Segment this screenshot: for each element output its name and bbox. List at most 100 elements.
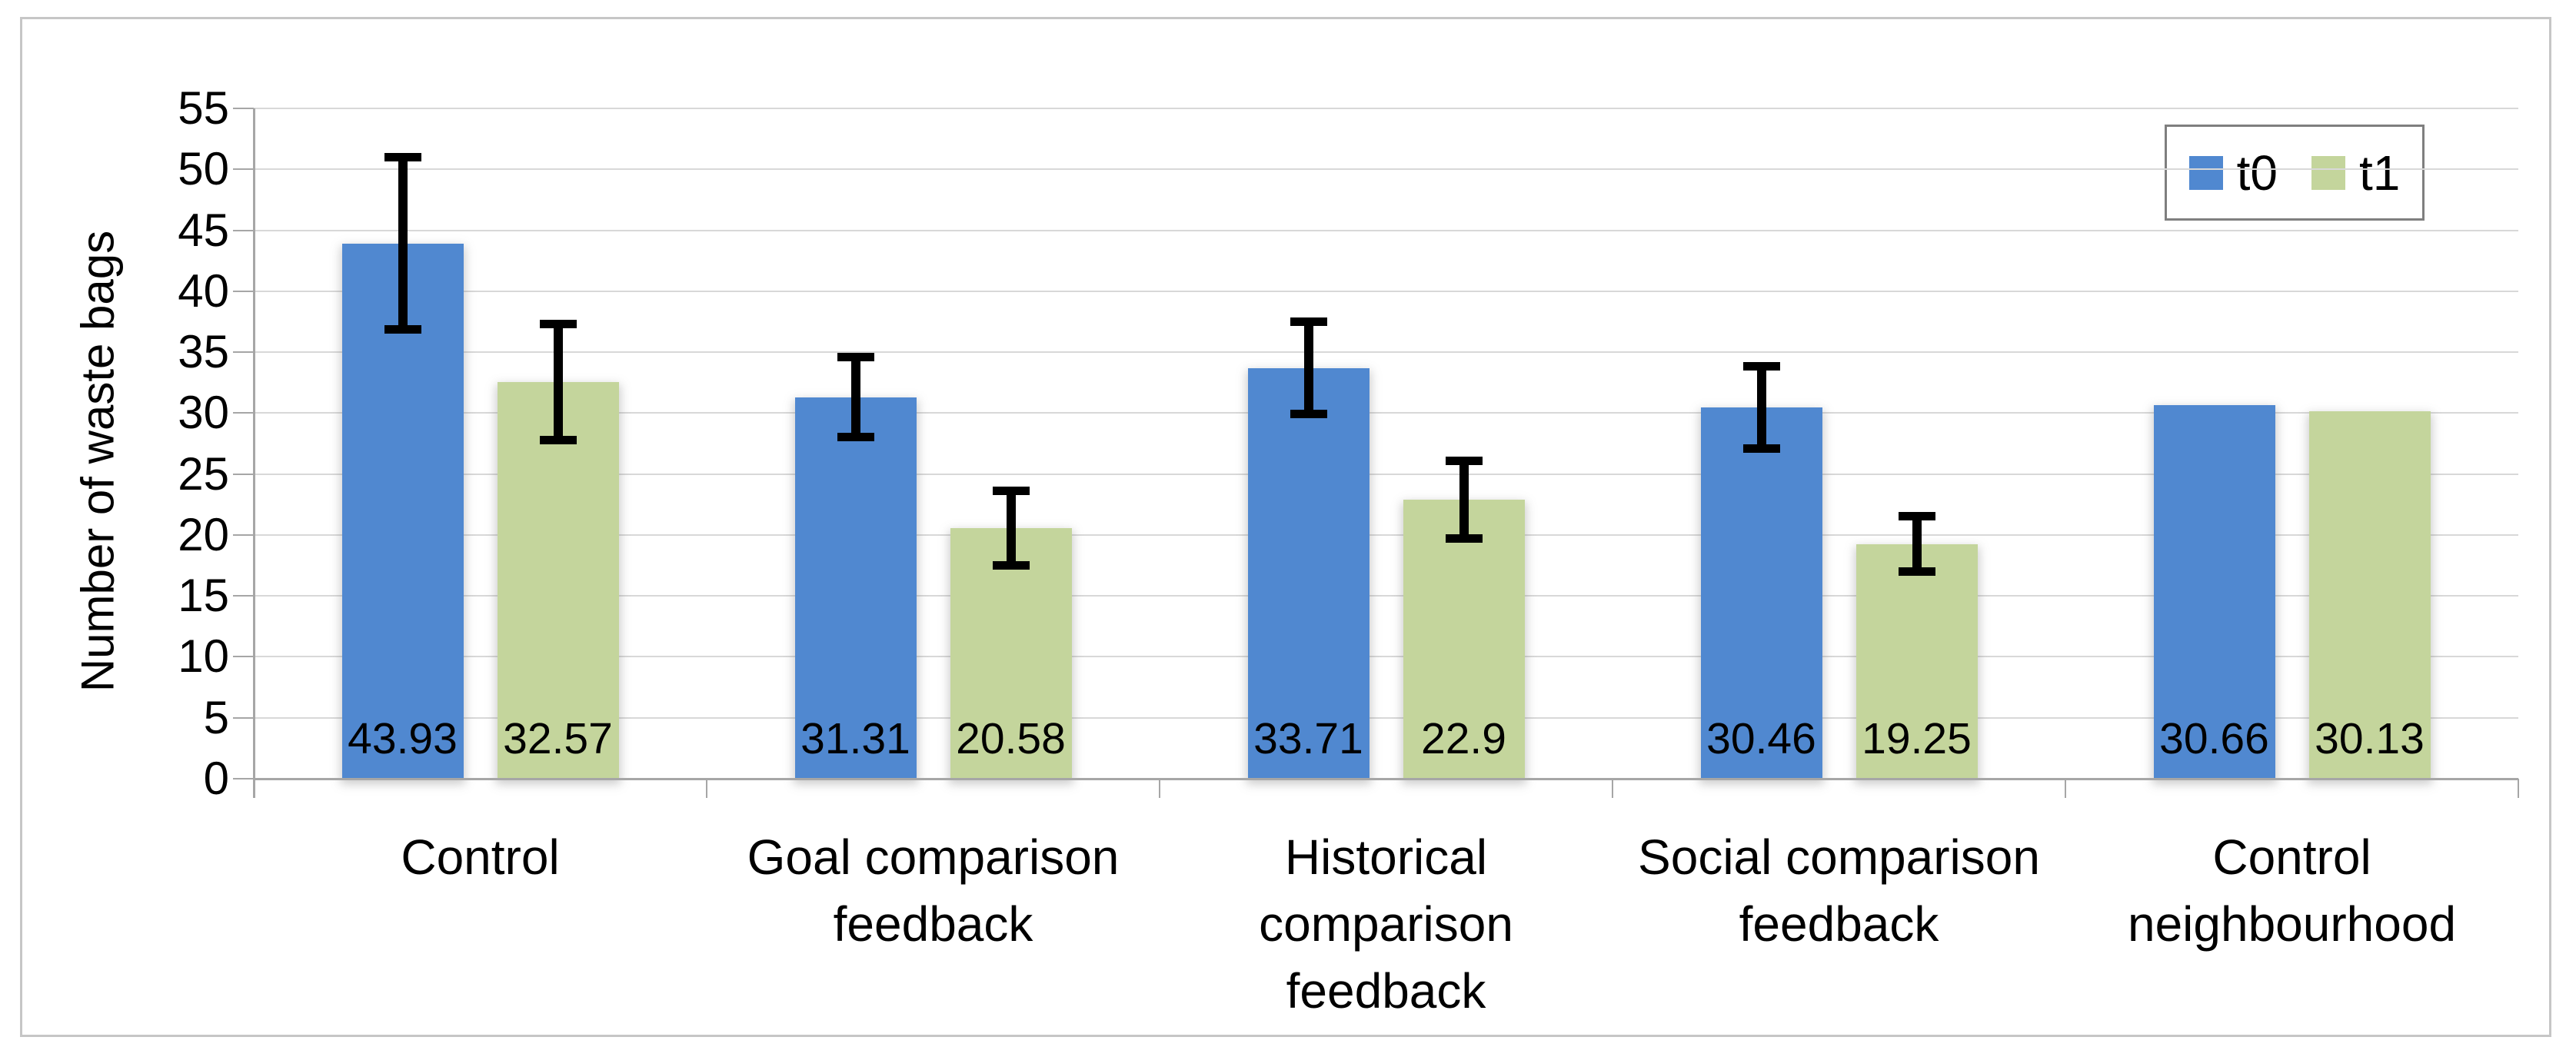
y-tick-label-30: 30	[178, 387, 229, 439]
data-label-t1-cat2: 20.58	[956, 714, 1066, 763]
x-cat-tick-2	[1159, 779, 1160, 798]
gridline-y-10	[254, 656, 2518, 658]
x-cat-tick-1	[706, 779, 707, 798]
data-label-t1-cat1: 32.57	[503, 714, 613, 763]
error-bar-cap-top-t0-cat1	[384, 152, 421, 161]
y-tick-15	[233, 595, 254, 597]
x-cat-tick-3	[1612, 779, 1613, 798]
gridline-y-20	[254, 533, 2518, 536]
data-label-t0-cat4: 30.46	[1706, 714, 1816, 763]
error-bar-cap-top-t0-cat3	[1290, 317, 1327, 327]
y-tick-55	[233, 108, 254, 109]
x-category-label-2: Goal comparison feedback	[747, 829, 1120, 952]
error-bar-cap-bottom-t0-cat1	[384, 325, 421, 334]
y-tick-35	[233, 351, 254, 354]
bar-t0-cat2	[794, 397, 917, 779]
y-tick-label-0: 0	[203, 753, 229, 804]
gridline-y-50	[254, 168, 2518, 171]
y-tick-25	[233, 473, 254, 475]
y-tick-45	[233, 229, 254, 231]
y-tick-label-45: 45	[178, 204, 229, 256]
bar-t1-cat5	[2308, 411, 2431, 779]
error-bar-t0-cat2	[850, 357, 860, 437]
y-tick-40	[233, 290, 254, 292]
legend-item-t0: t0	[2188, 145, 2278, 201]
y-tick-label-5: 5	[203, 691, 229, 743]
legend-swatch-t0	[2188, 155, 2223, 190]
error-bar-cap-bottom-t1-cat2	[992, 560, 1030, 570]
y-tick-label-10: 10	[178, 630, 229, 683]
error-bar-cap-bottom-t0-cat2	[837, 432, 874, 441]
error-bar-t0-cat1	[398, 156, 408, 331]
y-tick-label-50: 50	[178, 143, 229, 195]
error-bar-cap-bottom-t0-cat3	[1290, 409, 1327, 418]
data-label-t0-cat5: 30.66	[2159, 714, 2269, 763]
error-bar-cap-top-t1-cat1	[539, 319, 577, 328]
gridline-y-15	[254, 595, 2518, 597]
gridline-y-40	[254, 290, 2518, 292]
data-label-t0-cat2: 31.31	[800, 714, 910, 763]
bar-t1-cat1	[497, 381, 619, 779]
x-category-label-5: Control neighbourhood	[2127, 829, 2457, 952]
error-bar-cap-bottom-t1-cat1	[539, 435, 577, 444]
error-bar-cap-bottom-t0-cat4	[1742, 444, 1780, 453]
error-bar-t0-cat4	[1756, 366, 1766, 449]
bar-t0-cat3	[1247, 367, 1370, 779]
gridline-y-35	[254, 351, 2518, 354]
legend-item-t1: t1	[2311, 148, 2400, 198]
y-tick-label-40: 40	[178, 264, 229, 317]
x-cat-tick-5	[2518, 779, 2519, 798]
y-tick-5	[233, 716, 254, 719]
error-bar-t1-cat1	[553, 323, 563, 440]
legend-label-t0: t0	[2236, 145, 2278, 201]
gridline-y-55	[254, 108, 2518, 109]
gridline-y-5	[254, 716, 2518, 719]
bar-t0-cat5	[2153, 404, 2275, 779]
x-category-label-1: Control	[401, 829, 560, 885]
y-tick-label-55: 55	[178, 82, 229, 134]
x-cat-tick-4	[2065, 779, 2066, 798]
gridline-y-45	[254, 229, 2518, 231]
legend: t0 t1	[2165, 125, 2425, 221]
y-tick-0	[233, 778, 254, 779]
y-tick-label-35: 35	[178, 326, 229, 378]
error-bar-cap-top-t0-cat4	[1742, 362, 1780, 371]
gridline-y-30	[254, 412, 2518, 414]
error-bar-cap-bottom-t1-cat3	[1445, 533, 1483, 543]
legend-label-t1: t1	[2359, 145, 2401, 201]
error-bar-t1-cat3	[1459, 460, 1469, 539]
x-category-label-4: Social comparison feedback	[1638, 829, 2040, 952]
y-axis-line	[253, 108, 255, 798]
y-tick-50	[233, 168, 254, 171]
bar-t1-cat2	[950, 527, 1072, 779]
x-category-label-3: Historical comparison feedback	[1259, 829, 1513, 1019]
y-tick-10	[233, 656, 254, 658]
error-bar-t1-cat4	[1912, 516, 1922, 573]
y-tick-label-15: 15	[178, 570, 229, 622]
data-label-t1-cat5: 30.13	[2315, 714, 2425, 763]
x-axis-line	[254, 778, 2518, 780]
y-tick-label-25: 25	[178, 447, 229, 500]
error-bar-t0-cat3	[1303, 321, 1313, 414]
legend-swatch-t1	[2311, 155, 2345, 190]
data-label-t0-cat1: 43.93	[348, 714, 458, 763]
x-cat-tick-0	[253, 779, 255, 798]
error-bar-cap-top-t1-cat2	[992, 486, 1030, 495]
error-bar-cap-bottom-t1-cat4	[1898, 567, 1935, 577]
y-tick-30	[233, 412, 254, 414]
bar-t1-cat3	[1403, 499, 1525, 779]
error-bar-cap-top-t0-cat2	[837, 353, 874, 362]
y-axis-title: Number of waste bags	[72, 230, 124, 693]
y-tick-20	[233, 533, 254, 536]
data-label-t1-cat4: 19.25	[1862, 714, 1972, 763]
data-label-t0-cat3: 33.71	[1253, 714, 1363, 763]
error-bar-t1-cat2	[1006, 490, 1016, 566]
data-label-t1-cat3: 22.9	[1421, 714, 1506, 763]
bar-t1-cat4	[1855, 543, 1978, 779]
y-tick-label-20: 20	[178, 508, 229, 560]
error-bar-cap-top-t1-cat3	[1445, 457, 1483, 466]
gridline-y-25	[254, 473, 2518, 475]
bar-t0-cat4	[1700, 407, 1822, 779]
